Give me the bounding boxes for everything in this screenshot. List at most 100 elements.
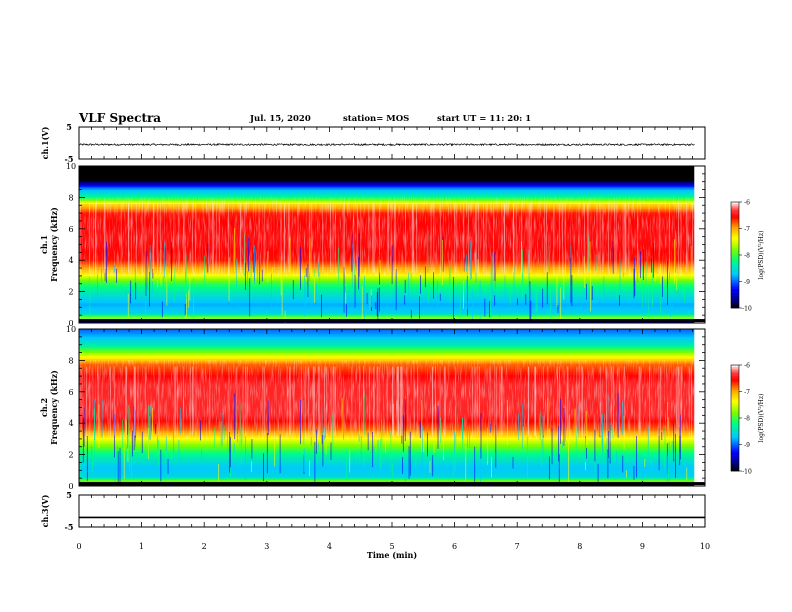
sp1-colorbar-cell: [731, 263, 739, 266]
sp1-ytick-label: 4: [68, 256, 73, 265]
sp1-colorbar-cell: [731, 232, 739, 235]
sp2-band: [79, 339, 695, 342]
sp1-colorbar-cell: [731, 237, 739, 240]
ch1-ytick-label: 5: [66, 122, 72, 132]
sp1-ytick-label: 8: [68, 193, 73, 202]
sp2-colorbar-cell: [731, 448, 739, 451]
sp2-colorbar-cell: [731, 419, 739, 422]
time-tick-label: 6: [452, 542, 457, 551]
sp2-ytick-label: 0: [68, 482, 73, 491]
sp2-ylabel-units: Frequency (kHz): [49, 370, 59, 445]
sp1-colorbar-cell: [731, 283, 739, 286]
sp1-band: [79, 175, 695, 178]
sp1-band: [79, 304, 695, 307]
sp1-band: [79, 283, 695, 286]
sp2-colorbar-cell: [731, 425, 739, 428]
sp1-colorbar-cell: [731, 247, 739, 250]
sp1-band: [79, 277, 695, 280]
sp1-colorbar-cell: [731, 212, 739, 215]
sp2-band: [79, 354, 695, 357]
sp2-colorbar-tick-label: -10: [742, 469, 752, 476]
sp2-band: [79, 355, 695, 358]
sp2-band: [79, 446, 695, 449]
sp2-band: [79, 343, 695, 346]
time-tick-label: 1: [139, 542, 144, 551]
colorbars: -6 -7 -8 -9 -10 log(PSD)(V²/Hz) -6 -7 -8 -9 -10 log…: [730, 200, 765, 476]
sp2-band: [79, 460, 695, 463]
sp2-band: [79, 475, 695, 477]
sp2-band: [79, 479, 695, 482]
sp1-colorbar-cell: [731, 255, 739, 258]
sp2-colorbar-cell: [731, 460, 739, 463]
sp1-colorbar-cell: [731, 214, 739, 217]
sp2-nodata: [694, 329, 705, 486]
sp1-colorbar-cell: [731, 293, 739, 296]
sp1-colorbar-tick-label: -9: [744, 279, 750, 286]
sp2-band: [79, 453, 695, 455]
sp1-band: [79, 293, 695, 296]
sp2-ytick-label: 10: [66, 325, 76, 334]
sp2-band: [79, 457, 695, 460]
sp1-colorbar-cell: [731, 224, 739, 228]
sp2-colorbar-cell: [731, 403, 739, 406]
sp2-band: [79, 440, 695, 443]
sp2-colorbar-cell: [731, 421, 739, 424]
sp2-speckle: [79, 360, 695, 439]
sp2-colorbar-cell: [731, 437, 739, 440]
sp1-colorbar-cell: [731, 258, 739, 261]
sp2-band: [79, 464, 695, 466]
sp1-colorbar-cell: [731, 210, 739, 213]
time-tick-label: 4: [327, 542, 332, 551]
sp1-band: [79, 307, 695, 310]
sp1-colorbar-cell: [731, 277, 739, 281]
sp1-colorbar-tick-label: -10: [742, 306, 752, 313]
sp1-band: [79, 275, 695, 278]
sp1-colorbar-cell: [731, 285, 739, 288]
sp2-colorbar-cell: [731, 373, 739, 376]
sp2-band: [79, 451, 695, 454]
sp2-colorbar-cell: [731, 386, 739, 389]
sp2-colorbar-cell: [731, 458, 739, 461]
sp2-colorbar-cell: [731, 462, 739, 465]
sp2-colorbar-cell: [731, 439, 739, 442]
sp1-band: [79, 321, 695, 324]
sp2-band: [79, 335, 695, 338]
sp2-colorbar-cell: [731, 435, 739, 438]
sp1-colorbar-cell: [731, 300, 739, 303]
sp1-band: [79, 186, 695, 189]
sp2-colorbar-cell: [731, 428, 739, 431]
sp1-colorbar-cell: [731, 203, 739, 206]
sp1-band: [79, 176, 695, 179]
sp1-band: [79, 296, 695, 299]
sp1-colorbar-cell: [731, 286, 739, 289]
sp2-ytick-label: 2: [68, 451, 73, 460]
ch3-ylabel: ch.3(V): [40, 494, 50, 527]
sp1-nodata: [694, 166, 705, 323]
sp1-band: [79, 194, 695, 197]
sp2-colorbar-tick-label: -6: [744, 363, 750, 370]
sp1-colorbar-cell: [731, 235, 739, 238]
sp2-colorbar-cell: [731, 389, 739, 392]
time-tick-label: 8: [577, 542, 582, 551]
sp2-band: [79, 330, 695, 333]
sp1-colorbar-cell: [731, 299, 739, 302]
sp1-band: [79, 183, 695, 186]
sp1-band: [79, 285, 695, 288]
sp1-ytick-label: 10: [66, 162, 76, 171]
sp2-colorbar-cell: [731, 391, 739, 394]
sp1-colorbar-cell: [731, 290, 739, 293]
sp1-band: [79, 291, 695, 294]
sp2-colorbar-cell: [731, 416, 739, 419]
sp2-colorbar-cell: [731, 395, 739, 398]
sp2-colorbar-cell: [731, 469, 739, 472]
sp1-colorbar-cell: [731, 281, 739, 284]
sp1-colorbar-cell: [731, 302, 739, 305]
sp2-band: [79, 443, 695, 446]
sp2-colorbar-cell: [731, 455, 739, 458]
sp2-band: [79, 462, 695, 465]
sp2-colorbar-cell: [731, 426, 739, 429]
sp1-band: [79, 315, 695, 318]
sp2-band: [79, 484, 695, 487]
sp2-colorbar-cell: [731, 377, 739, 380]
